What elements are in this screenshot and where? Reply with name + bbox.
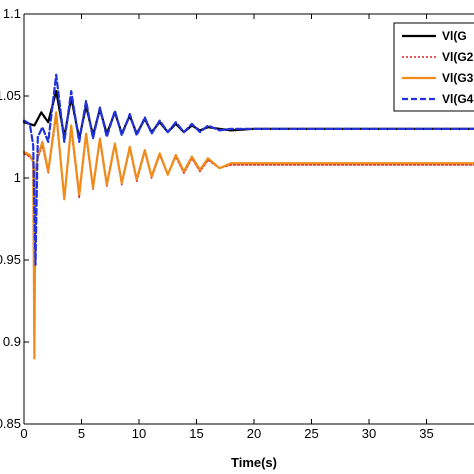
legend: Vl(G Vl(G2 Vl(G3 Vl(G4 [393, 22, 474, 112]
x-tick-label: 10 [132, 426, 146, 441]
series-layer [22, 73, 474, 360]
x-tick-label: 15 [189, 426, 203, 441]
x-tick-label: 25 [304, 426, 318, 441]
y-tick-label: 0.95 [0, 252, 21, 267]
series-line-3 [22, 111, 474, 360]
x-tick-label: 30 [362, 426, 376, 441]
legend-box [393, 22, 474, 112]
series-line-4 [22, 73, 474, 266]
x-tick-label: 20 [247, 426, 261, 441]
y-tick-label: 0.85 [0, 416, 21, 431]
y-tick-label: 1 [14, 170, 21, 185]
y-tick-label: 1.05 [0, 88, 21, 103]
x-axis-label: Time(s) [231, 455, 277, 470]
legend-label-2: Vl(G2 [442, 50, 474, 64]
x-tick-label: 5 [78, 426, 85, 441]
y-tick-label: 1.1 [3, 6, 21, 21]
x-tick-label: 35 [419, 426, 433, 441]
legend-label-4: Vl(G4 [442, 92, 474, 106]
axes-layer: 0 5 10 15 20 25 30 35 0.85 0.9 0.95 1 1.05 1.1 [0, 6, 474, 441]
x-tick-label: 0 [20, 426, 27, 441]
legend-label-1: Vl(G [442, 29, 467, 43]
legend-label-3: Vl(G3 [442, 71, 474, 85]
y-tick-label: 0.9 [3, 334, 21, 349]
